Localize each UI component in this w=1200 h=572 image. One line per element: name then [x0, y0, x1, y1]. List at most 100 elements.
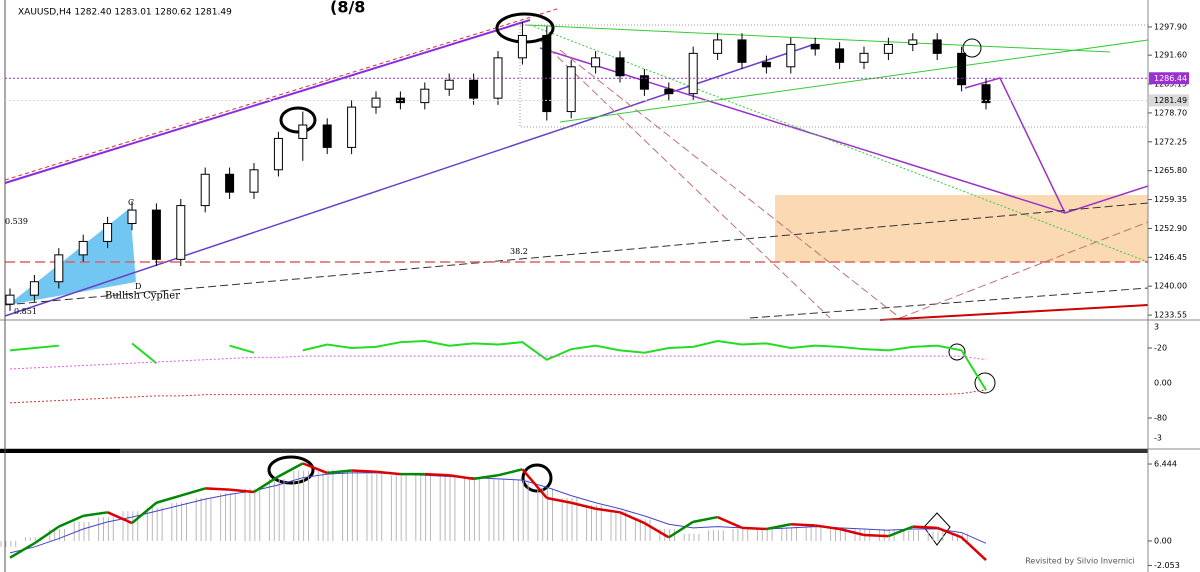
- macd-segment: [717, 515, 743, 529]
- red-line: [879, 304, 1149, 321]
- annotation: Bullish Cypher: [105, 291, 180, 302]
- candle-body: [542, 34, 552, 113]
- candle-body: [5, 294, 15, 305]
- macd-segment: [33, 525, 60, 545]
- macd-segment: [863, 533, 889, 538]
- annotation: C: [128, 198, 134, 207]
- macd-segment: [58, 514, 84, 528]
- diamond-marker: [923, 512, 951, 546]
- candle-body: [322, 124, 332, 148]
- macd-segment: [449, 474, 474, 481]
- macd-segment: [253, 475, 280, 494]
- macd-segment: [619, 511, 645, 525]
- macd-segment: [960, 536, 987, 561]
- candle-body: [786, 43, 796, 68]
- scrollbar-thumb: [0, 449, 120, 453]
- macd-segment: [473, 474, 499, 481]
- macd-segment: [643, 521, 670, 539]
- macd-segment: [521, 468, 548, 499]
- candle-body: [859, 52, 869, 63]
- y-tick-label: 1233.55: [1154, 311, 1187, 320]
- macd-segment: [692, 515, 718, 524]
- candle-body: [517, 34, 527, 59]
- macd-segment: [546, 496, 572, 504]
- macd-segment: [815, 524, 840, 531]
- candle-body: [298, 124, 308, 139]
- projection-leg: [964, 77, 1066, 214]
- macd-segment: [180, 487, 206, 497]
- annotation: 0.851: [14, 307, 37, 316]
- price-tag-label: 1281.49: [1154, 96, 1187, 105]
- fan-line: [539, 39, 831, 319]
- target-zone: [775, 195, 1148, 262]
- candle-body: [103, 223, 113, 242]
- annotation: D: [135, 282, 141, 291]
- highlight: [267, 455, 315, 485]
- candle-body: [908, 39, 918, 45]
- candle-body: [395, 97, 405, 104]
- macd-segment: [229, 488, 255, 494]
- candle-body: [29, 281, 39, 296]
- macd-segment: [668, 520, 694, 539]
- annotation: 0.539: [5, 217, 28, 226]
- macd-segment: [205, 487, 230, 491]
- y-tick-label: 1252.90: [1154, 224, 1187, 233]
- candle-body: [761, 61, 771, 68]
- macd-segment: [912, 525, 938, 530]
- y-tick-label: 1297.90: [1154, 22, 1187, 31]
- macd-segment: [936, 526, 963, 539]
- macd-segment: [9, 542, 36, 559]
- y-tick-label: -80: [1154, 414, 1167, 423]
- y-tick-label: 1278.70: [1154, 108, 1187, 117]
- y-tick-label: 1246.45: [1154, 253, 1187, 262]
- candle-body: [78, 240, 88, 256]
- macd-segment: [83, 511, 108, 518]
- triangle-top: [524, 24, 1111, 53]
- triangle-bottom: [559, 39, 1149, 123]
- macd-segment: [277, 462, 304, 478]
- indicator-line: [9, 355, 987, 370]
- candle-body: [200, 173, 210, 207]
- candle-body: [835, 48, 845, 63]
- panel-label: -3: [1154, 434, 1162, 443]
- channel-lower: [4, 43, 816, 317]
- macd-segment: [839, 527, 865, 537]
- macd-segment: [887, 525, 914, 538]
- macd-segment: [570, 501, 596, 510]
- trend-red: [4, 7, 561, 181]
- candle-body: [176, 205, 186, 260]
- fan-line: [899, 221, 1149, 319]
- macd-segment: [156, 494, 182, 504]
- price-tag-label: 1286.44: [1154, 74, 1187, 83]
- candle-body: [444, 79, 454, 90]
- y-tick-label: 0.00: [1154, 536, 1172, 545]
- candle-body: [810, 43, 820, 50]
- candle-body: [957, 52, 967, 86]
- channel-upper: [4, 19, 531, 184]
- macd-segment: [741, 526, 767, 531]
- candle-body: [664, 88, 674, 95]
- candle-body: [688, 52, 698, 95]
- macd-segment: [351, 469, 377, 473]
- candle-body: [883, 43, 893, 54]
- y-tick-label: 6.444: [1154, 460, 1177, 469]
- panel-label: 0.00: [1154, 379, 1172, 388]
- annotation: 38.2: [510, 247, 528, 256]
- candle-body: [591, 57, 601, 68]
- fan-line: [559, 49, 901, 319]
- candle-body: [932, 39, 942, 54]
- macd-segment: [327, 469, 352, 475]
- y-tick-label: 1259.35: [1154, 195, 1187, 204]
- macd-segment: [595, 507, 621, 514]
- macd-segment: [766, 523, 792, 531]
- indicator-line: [9, 389, 987, 404]
- y-tick-label: -20: [1154, 344, 1167, 353]
- highlight: [279, 106, 317, 134]
- price-tag: [1149, 72, 1189, 85]
- candle-body: [225, 173, 235, 193]
- macd-segment: [375, 470, 401, 476]
- candle-body: [273, 137, 283, 171]
- panel-label: 3: [1154, 323, 1159, 332]
- candle-body: [737, 39, 747, 63]
